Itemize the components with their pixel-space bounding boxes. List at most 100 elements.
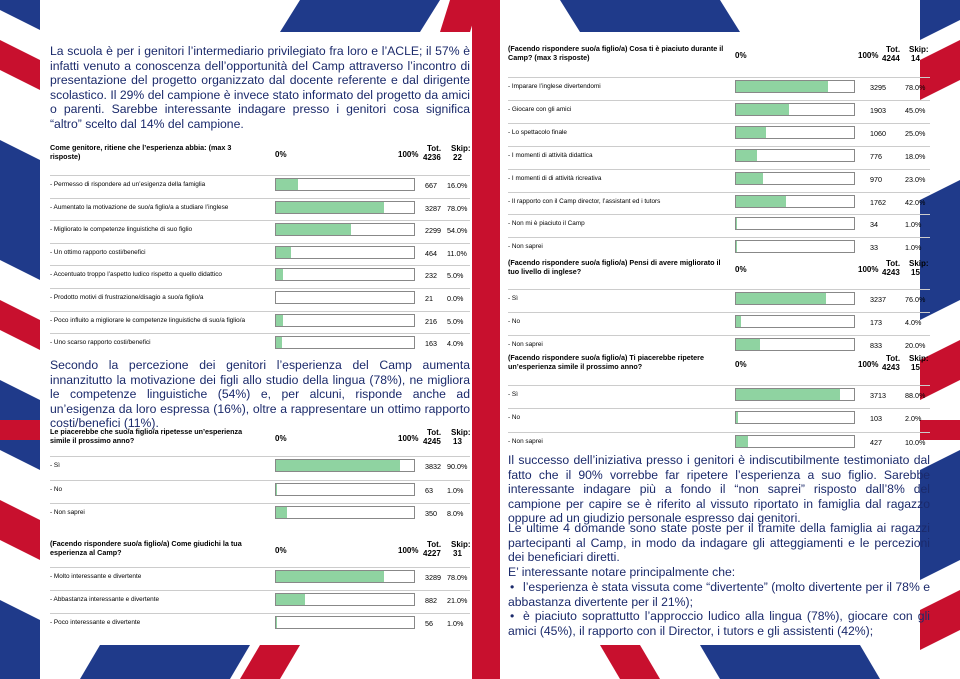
bar	[736, 103, 790, 115]
row-percent: 0.0%	[447, 294, 464, 303]
row-percent: 4.0%	[905, 318, 922, 328]
row-label: - Migliorato le competenze linguistiche …	[50, 226, 193, 234]
row-count: 3713	[870, 391, 886, 400]
row-count: 970	[870, 174, 882, 184]
row-separator	[50, 567, 470, 568]
row-separator	[50, 288, 470, 289]
scale-min: 0%	[275, 434, 287, 443]
bar	[736, 339, 760, 351]
row-separator	[508, 191, 930, 193]
row-label: - Imparare l’inglese divertendomi	[508, 83, 601, 90]
tot-label: Tot.	[886, 259, 901, 268]
bar	[276, 571, 384, 582]
row-separator	[508, 214, 930, 216]
row-separator	[50, 310, 470, 312]
row-separator	[50, 503, 470, 504]
survey-question: (Facendo rispondere suo/a figlio/a) Cosa…	[508, 44, 724, 62]
row-percent: 18.0%	[905, 151, 926, 161]
bar	[736, 389, 840, 400]
bar-track	[275, 459, 415, 472]
row-percent: 1.0%	[905, 243, 922, 253]
survey-question: (Facendo rispondere suo/a figlio/a) Pens…	[508, 258, 721, 276]
bar-track	[735, 434, 855, 448]
row-count: 3287	[425, 203, 441, 213]
tot-label: Tot.	[427, 144, 442, 153]
bar-track	[275, 482, 415, 496]
row-label: - Abbastanza interessante e divertente	[50, 596, 160, 603]
row-separator	[50, 197, 470, 199]
row-count: 3832	[425, 462, 441, 471]
row-label: - Non saprei	[508, 437, 543, 445]
row-separator	[50, 265, 470, 267]
row-separator	[508, 99, 930, 101]
row-count: 3289	[425, 573, 441, 582]
bar	[736, 435, 748, 447]
bar-track	[275, 200, 415, 214]
skip-label: Skip:	[451, 428, 471, 437]
survey-question: Come genitore, ritiene che l’esperienza …	[50, 143, 232, 161]
row-count: 1762	[870, 197, 886, 207]
tot-value: 4244	[882, 54, 900, 63]
paragraph: E’ interessante notare principalmente ch…	[508, 565, 736, 579]
row-label: - Non saprei	[508, 341, 543, 349]
bar	[736, 316, 741, 328]
row-label: - Uno scarso rapporto costi/benefici	[50, 339, 151, 347]
bar-track	[735, 411, 855, 425]
row-count: 776	[870, 151, 882, 161]
tot-value: 4245	[423, 437, 441, 446]
row-percent: 10.0%	[905, 437, 926, 447]
row-label: - Permesso di rispondere ad un’esigenza …	[50, 181, 206, 188]
row-percent: 78.0%	[447, 203, 468, 213]
bar	[276, 617, 278, 628]
row-label: - Lo spettacolo finale	[508, 128, 567, 136]
bar	[276, 269, 283, 281]
row-count: 21	[425, 294, 433, 303]
intro-paragraph: La scuola è per i genitori l’intermediar…	[50, 44, 470, 131]
row-label: - Sì	[508, 391, 518, 398]
row-count: 464	[425, 248, 437, 258]
row-count: 34	[870, 220, 878, 230]
row-count: 173	[870, 318, 882, 328]
bar-track	[275, 178, 415, 191]
survey-question: (Facendo rispondere suo/a figlio/a) Ti p…	[508, 353, 704, 371]
tot-label: Tot.	[427, 540, 442, 549]
bar-track	[275, 245, 415, 259]
row-separator	[508, 145, 930, 147]
skip-label: Skip:	[909, 45, 929, 54]
bar	[276, 246, 292, 258]
row-percent: 54.0%	[447, 226, 468, 236]
row-percent: 11.0%	[447, 248, 467, 258]
bar	[276, 594, 305, 605]
row-percent: 20.0%	[905, 341, 926, 351]
row-count: 216	[425, 316, 437, 326]
row-percent: 88.0%	[905, 391, 926, 400]
bullet-dot: •	[510, 580, 515, 594]
row-percent: 5.0%	[447, 271, 464, 281]
bar	[276, 460, 401, 471]
row-percent: 25.0%	[905, 128, 926, 138]
bar-track	[735, 240, 855, 254]
row-label: - Il rapporto con il Camp director, l’as…	[508, 197, 661, 205]
row-count: 833	[870, 341, 882, 351]
row-separator	[508, 312, 930, 314]
row-separator	[508, 431, 930, 433]
bar	[276, 201, 384, 213]
row-separator	[50, 220, 470, 222]
bar-track	[735, 125, 855, 139]
bar	[736, 172, 764, 184]
row-label: - I momenti di di attività ricreativa	[508, 174, 602, 182]
row-percent: 78.0%	[905, 83, 926, 92]
row-separator	[50, 456, 470, 457]
row-label: - Aumentato la motivazione de suo/a figl…	[50, 203, 229, 211]
bar-track	[735, 171, 855, 185]
row-label: - Un ottimo rapporto costi/benefici	[50, 248, 146, 256]
row-separator	[508, 77, 930, 78]
scale-min: 0%	[735, 360, 747, 369]
survey-question: (Facendo rispondere suo/a figlio/a) Come…	[50, 539, 242, 557]
tot-label: Tot.	[886, 354, 901, 363]
skip-label: Skip:	[909, 259, 929, 268]
row-count: 350	[425, 509, 437, 518]
skip-value: 14	[911, 54, 920, 63]
row-separator	[508, 385, 930, 386]
scale-max: 100%	[398, 434, 419, 443]
